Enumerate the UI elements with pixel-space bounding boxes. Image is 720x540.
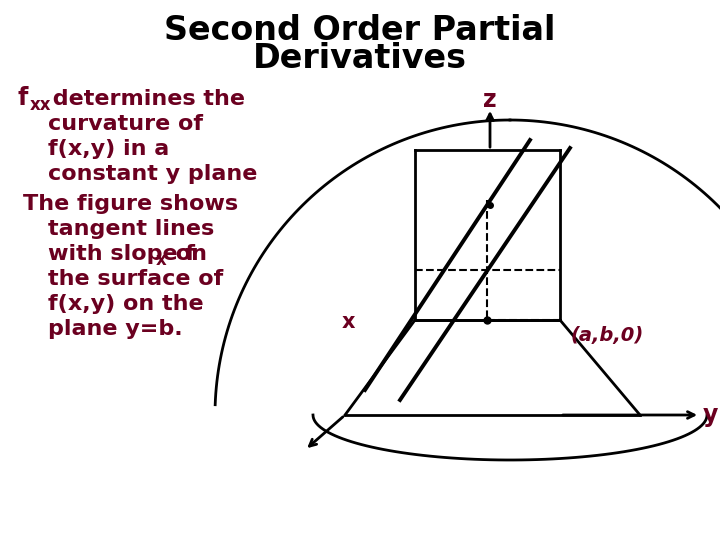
- Text: tangent lines: tangent lines: [48, 219, 215, 239]
- Text: z: z: [483, 88, 497, 112]
- Text: f(x,y) in a: f(x,y) in a: [48, 139, 169, 159]
- Text: curvature of: curvature of: [48, 114, 203, 134]
- Text: x: x: [156, 251, 167, 269]
- Text: the surface of: the surface of: [48, 269, 223, 289]
- Text: constant y plane: constant y plane: [48, 164, 257, 184]
- Text: determines the: determines the: [45, 89, 245, 109]
- Text: y: y: [702, 403, 718, 427]
- Text: f: f: [18, 86, 28, 110]
- Text: Second Order Partial: Second Order Partial: [164, 14, 556, 46]
- Text: xx: xx: [30, 96, 52, 114]
- Text: The figure shows: The figure shows: [23, 194, 238, 214]
- Text: with slope f: with slope f: [48, 244, 195, 264]
- Text: (a,b,0): (a,b,0): [570, 326, 643, 345]
- Text: Derivatives: Derivatives: [253, 42, 467, 75]
- Text: x: x: [341, 312, 355, 332]
- Text: on: on: [168, 244, 207, 264]
- Text: f(x,y) on the: f(x,y) on the: [48, 294, 204, 314]
- Text: plane y=b.: plane y=b.: [48, 319, 183, 339]
